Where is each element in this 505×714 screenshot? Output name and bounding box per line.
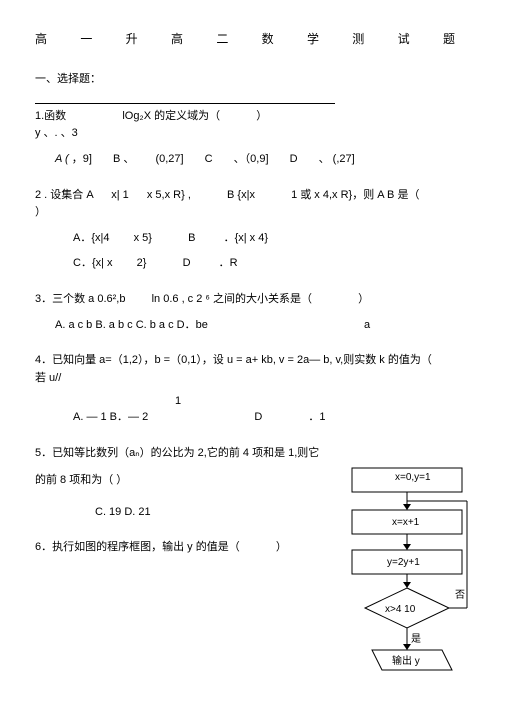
- q4-options: A. — 1 B．— 2 D ．1: [73, 409, 475, 427]
- flow-step2-label: y=2y+1: [387, 557, 420, 568]
- t: 高: [35, 30, 47, 49]
- opt: x 5}: [134, 232, 152, 244]
- question-3: 3．三个数 a 0.6²,b ln 0.6 , c 2 ⁶ 之间的大小关系是（ …: [35, 291, 475, 309]
- t: 题: [443, 30, 455, 49]
- opt: D: [290, 153, 298, 165]
- opt: ．1: [308, 411, 325, 423]
- t: 测: [352, 30, 364, 49]
- question-1: 1.函数 lOg₂X 的定义域为（ ）: [35, 108, 475, 126]
- section-1-heading: 一、选择题：: [35, 71, 475, 89]
- t: 学: [307, 30, 319, 49]
- q2-options-row2: C．{x| x 2} D ．R: [73, 255, 475, 273]
- opt: B 、: [113, 153, 134, 165]
- flowchart: x=0,y=1 x=x+1 y=2y+1 x>4 10 否 是 输出 y: [337, 468, 477, 694]
- question-4: 4．已知向量 a=（1,2），b =（0,1），设 u = a+ kb, v =…: [35, 352, 475, 370]
- q1-text: ）: [256, 110, 267, 122]
- opt: 2}: [137, 257, 147, 269]
- opt: C: [205, 153, 213, 165]
- opt: A．{x|4: [73, 232, 110, 244]
- q2-text: 2 . 设集合 A: [35, 189, 93, 201]
- question-2: 2 . 设集合 A x| 1 x 5,x R} , B {x|x 1 或 x 4…: [35, 187, 475, 222]
- q3-text: ）: [358, 293, 369, 305]
- opt: D: [183, 257, 191, 269]
- opt: A. a c b B. a b c C. b a c D．be: [55, 319, 208, 331]
- flowchart-svg: x=0,y=1 x=x+1 y=2y+1 x>4 10 否 是 输出 y: [337, 468, 477, 688]
- opt: a: [364, 319, 370, 331]
- q6-text: 6．执行如图的程序框图，输出 y 的值是（: [35, 541, 240, 553]
- q2-options-row1: A．{x|4 x 5} B ．{x| x 4}: [73, 230, 475, 248]
- opt: ．{x| x 4}: [224, 232, 268, 244]
- opt: 、（0,9]: [234, 153, 269, 165]
- q2-text: x 5,x R} ,: [147, 189, 191, 201]
- arrow-icon: [403, 544, 411, 550]
- flow-step1-label: x=x+1: [392, 517, 420, 528]
- q1-text: lOg₂X 的定义域为（: [122, 110, 220, 122]
- opt: 、 (,27]: [319, 153, 355, 165]
- arrow-icon: [403, 644, 411, 650]
- divider: [35, 103, 335, 104]
- q3-text: ln 0.6 , c 2 ⁶ 之间的大小关系是（: [152, 293, 312, 305]
- t: 升: [126, 30, 138, 49]
- arrow-icon: [403, 582, 411, 588]
- flow-init-label: x=0,y=1: [395, 472, 431, 483]
- opt: D: [254, 411, 262, 423]
- q6-text: ）: [276, 541, 287, 553]
- opt: (0,27]: [155, 153, 183, 165]
- q1-options: A ( ，9] B 、 (0,27] C 、（0,9] D 、 (,27]: [55, 151, 475, 169]
- opt: ．R: [219, 257, 238, 269]
- q3-options: A. a c b B. a b c C. b a c D．be a: [55, 317, 475, 335]
- q4-sub: 若 u//: [35, 370, 475, 388]
- q2-text: ）: [35, 206, 46, 218]
- opt: C．{x| x: [73, 257, 113, 269]
- opt: A. — 1 B．— 2: [73, 411, 148, 423]
- flow-cond-label: x>4 10: [385, 604, 416, 615]
- opt: B: [188, 232, 195, 244]
- t: 数: [262, 30, 274, 49]
- t: 二: [216, 30, 228, 49]
- flow-no-label: 否: [455, 589, 465, 601]
- q2-text: x| 1: [111, 189, 129, 201]
- question-5: 5．已知等比数列（aₙ）的公比为 2,它的前 4 项和是 1,则它: [35, 445, 325, 463]
- q2-text: B {x|x: [227, 189, 255, 201]
- opt: ，9]: [72, 153, 92, 165]
- t: 试: [398, 30, 410, 49]
- t: 高: [171, 30, 183, 49]
- flow-yes-label: 是: [411, 633, 421, 645]
- q1-sub: y 、. 、3: [35, 125, 475, 143]
- q1-text: 1.函数: [35, 110, 66, 122]
- flow-out-label: 输出 y: [392, 654, 420, 667]
- opt: A (: [55, 153, 69, 165]
- t: 一: [80, 30, 92, 49]
- arrow-icon: [403, 504, 411, 510]
- q3-text: 3．三个数 a 0.6²,b: [35, 293, 125, 305]
- q2-text: 1 或 x 4,x R}，则 A B 是（: [291, 189, 419, 201]
- page-title: 高 一 升 高 二 数 学 测 试 题: [35, 30, 455, 49]
